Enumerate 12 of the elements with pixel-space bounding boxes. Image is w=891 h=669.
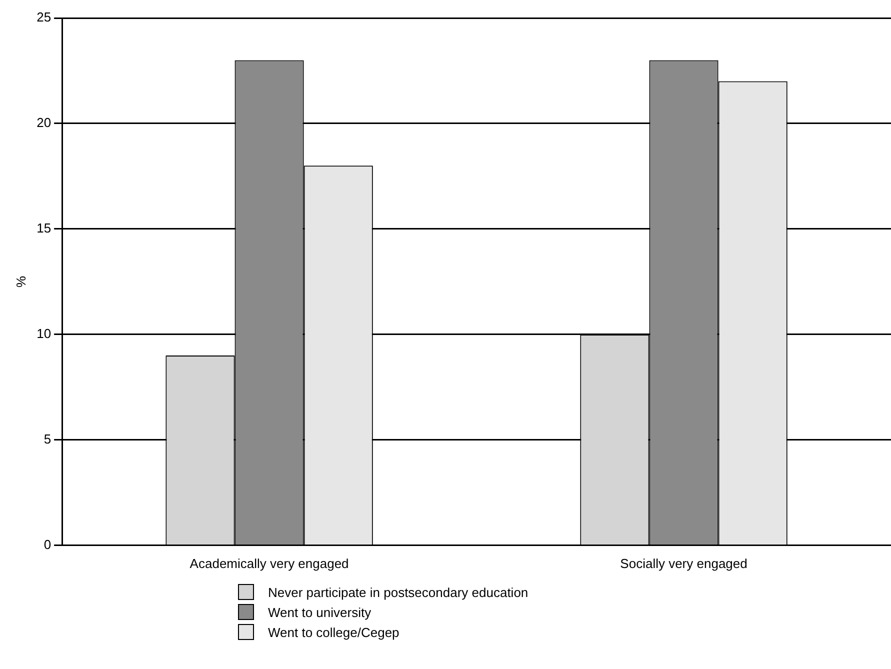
y-tick-label: 0 [44,536,52,552]
y-tick-label: 10 [36,326,52,342]
y-tick-label: 25 [36,10,52,25]
legend-label: Went to college/Cegep [268,624,400,640]
x-tick-label: Academically very engaged [190,556,349,571]
y-tick-label: 15 [36,220,52,236]
legend-label: Never participate in postsecondary education [268,584,528,600]
y-axis-title: % [13,275,28,288]
y-tick-label: 5 [44,432,52,446]
legend-label: Went to university [268,604,372,620]
x-tick-label: Socially very engaged [620,556,748,571]
y-tick-label: 20 [36,115,52,130]
